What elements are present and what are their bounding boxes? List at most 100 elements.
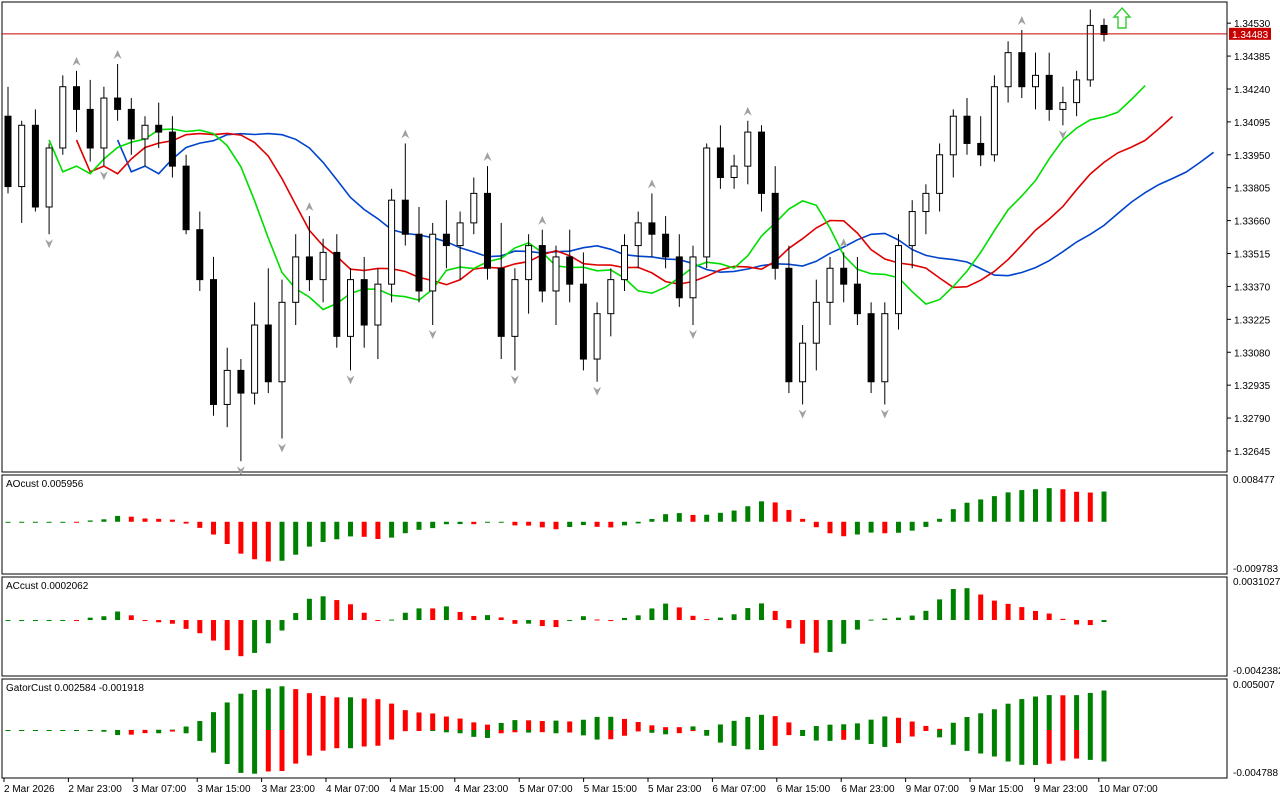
ao-bar: [74, 521, 79, 523]
ac-bar: [759, 603, 764, 621]
candle-body: [963, 115, 971, 144]
fractal-down-marker: [880, 409, 889, 419]
candle: [127, 98, 135, 155]
gator-upper-bar: [430, 713, 436, 731]
candle-body: [949, 115, 957, 156]
gator-upper-bar: [539, 721, 545, 731]
gator-lower-bar: [950, 730, 956, 745]
candle: [881, 302, 889, 405]
candle: [648, 193, 656, 257]
ao-max-label: 0.008477: [1233, 475, 1275, 486]
ao-bar: [882, 521, 888, 534]
candle-body: [703, 147, 711, 258]
ao-bar: [635, 521, 641, 524]
candle-body: [59, 86, 67, 149]
ao-bar: [197, 521, 203, 528]
ao-bar: [156, 518, 162, 522]
price-tick-label: 1.33515: [1234, 250, 1271, 261]
candle: [415, 206, 423, 303]
candle: [388, 188, 396, 303]
gator-lower-bar: [101, 730, 107, 732]
gator-lower-bar: [498, 730, 504, 734]
candle-body: [1032, 74, 1039, 88]
ao-bar: [87, 520, 93, 522]
ac-bar: [704, 619, 710, 621]
candle-body: [86, 108, 94, 149]
ao-bar: [512, 521, 518, 526]
candle-body: [1059, 102, 1067, 110]
gator-upper-bar: [868, 719, 874, 731]
candle-body: [415, 233, 423, 292]
ao-bar: [402, 521, 408, 534]
gator-lower-bar: [663, 730, 669, 735]
gator-upper-bar: [690, 726, 696, 731]
ao-bar: [567, 521, 573, 528]
ao-bar: [5, 521, 11, 523]
ao-bar: [142, 518, 148, 522]
candle-body: [100, 97, 108, 149]
candle-body: [936, 154, 944, 194]
gator-pane[interactable]: GatorCust 0.002584 -0.001918 0.005007 -0…: [1, 678, 1278, 779]
ac-bar: [1005, 603, 1011, 621]
ao-bar: [32, 521, 38, 523]
gator-lower-bar: [827, 730, 833, 741]
fractal-up-marker: [538, 215, 547, 225]
ao-bar: [1087, 492, 1093, 522]
candle-body: [990, 86, 998, 156]
candle-body: [758, 131, 765, 194]
ao-pane-frame: [1, 474, 1228, 575]
price-tick-label: 1.33225: [1234, 315, 1271, 326]
candle-body: [1018, 52, 1026, 88]
gator-upper-bar: [594, 716, 600, 731]
gator-upper-bar: [759, 714, 764, 731]
gator-lower-bar: [142, 730, 148, 734]
candle-body: [566, 256, 574, 285]
ac-bar: [306, 598, 312, 621]
gator-lower-bar: [580, 730, 586, 736]
gator-lower-bar: [882, 730, 888, 747]
ao-bar: [279, 521, 285, 561]
time-tick-label: 3 Mar 15:00: [197, 784, 251, 795]
main-price-pane[interactable]: 1.34530 1.34385 1.34240 1.34095 1.33950 1.338…: [1, 1, 1271, 476]
candle: [86, 79, 94, 162]
ac-bar: [896, 617, 901, 621]
candle-body: [922, 192, 930, 213]
candle-body: [484, 192, 491, 269]
ao-bar: [1101, 491, 1107, 522]
ao-bar: [553, 521, 559, 530]
gator-lower-bar: [471, 730, 477, 737]
gator-pane-frame: [1, 678, 1228, 779]
ac-bar: [1087, 620, 1093, 626]
ao-pane[interactable]: AOcust 0.005956 0.008477 -0.009783: [1, 474, 1278, 575]
candle-body: [716, 147, 724, 178]
gator-lower-bar: [553, 730, 559, 734]
time-tick-label: 4 Mar 23:00: [455, 784, 509, 795]
candle-body: [210, 279, 217, 405]
candle: [511, 268, 519, 371]
ac-bar: [937, 599, 943, 621]
gator-upper-bar: [978, 713, 984, 731]
candle: [826, 256, 834, 326]
gator-upper-bar: [608, 716, 614, 731]
ac-bar: [909, 615, 915, 621]
fractal-up-marker: [305, 202, 314, 212]
gator-lower-bar: [594, 730, 600, 740]
fractal-up-marker: [647, 179, 656, 189]
ao-bar: [786, 509, 792, 522]
candle: [1004, 41, 1012, 103]
ac-bar: [46, 620, 52, 622]
gator-lower-bar: [334, 730, 340, 749]
candle: [744, 120, 752, 185]
up-arrow-icon: [1112, 6, 1132, 29]
ac-pane[interactable]: ACcust 0.0002062 0.0031027 -0.0042382: [1, 576, 1280, 677]
ac-bar: [635, 615, 641, 621]
candle: [922, 184, 930, 235]
ac-max-label: 0.0031027: [1233, 577, 1280, 588]
gator-upper-bar: [361, 698, 367, 731]
price-tick-label: 1.34385: [1234, 52, 1271, 63]
ac-bar: [115, 611, 121, 621]
ao-bar: [608, 521, 614, 528]
gator-lower-bar: [909, 730, 915, 737]
candle: [963, 98, 971, 155]
